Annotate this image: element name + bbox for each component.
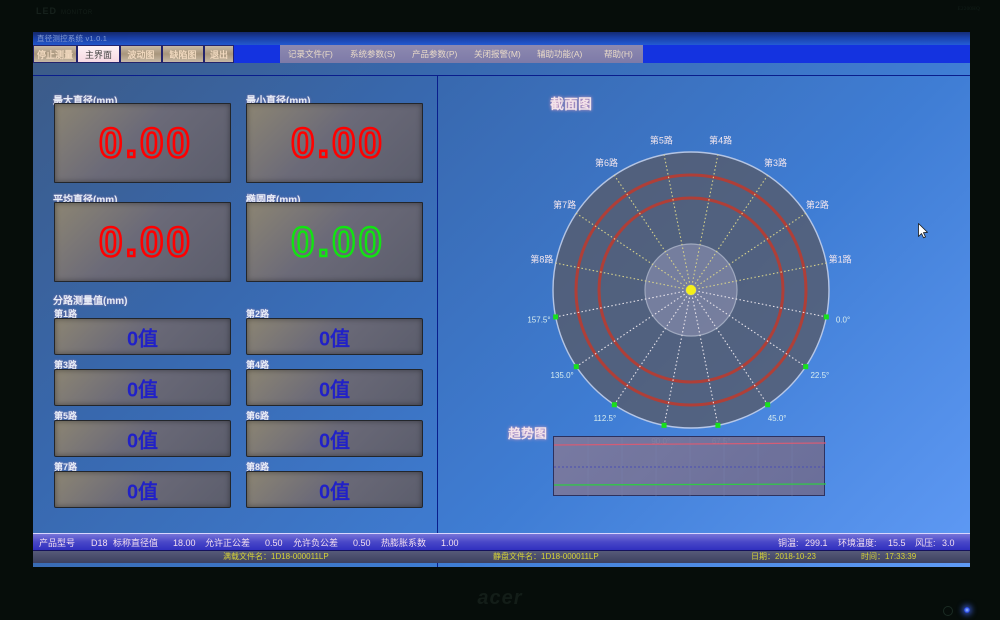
svg-text:112.5°: 112.5°: [594, 414, 617, 423]
svg-text:第8路: 第8路: [530, 254, 553, 265]
svg-text:第4路: 第4路: [709, 134, 732, 145]
svg-text:0.0°: 0.0°: [836, 315, 850, 324]
svg-text:第5路: 第5路: [650, 134, 673, 145]
svg-text:第2路: 第2路: [806, 199, 829, 210]
svg-text:45.0°: 45.0°: [768, 414, 787, 423]
svg-text:157.5°: 157.5°: [527, 315, 550, 324]
svg-text:135.0°: 135.0°: [551, 371, 574, 380]
svg-text:22.5°: 22.5°: [810, 371, 829, 380]
svg-text:第7路: 第7路: [553, 199, 576, 210]
svg-text:第3路: 第3路: [764, 157, 787, 168]
svg-text:第6路: 第6路: [595, 157, 618, 168]
svg-text:第1路: 第1路: [829, 254, 852, 265]
